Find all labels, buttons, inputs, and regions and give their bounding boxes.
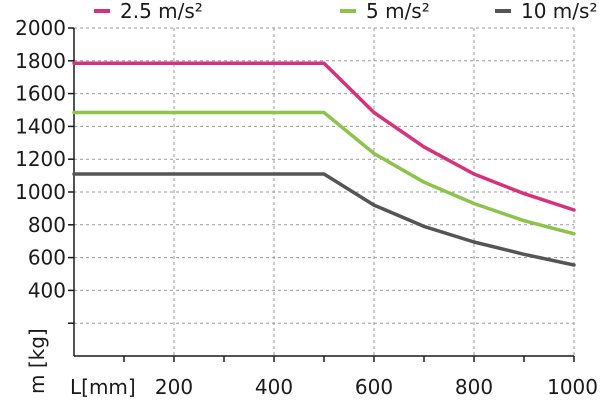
y-tick-label: 2000 — [15, 16, 66, 40]
y-tick-label: 1800 — [15, 49, 66, 73]
y-tick-label: 1400 — [15, 114, 66, 138]
y-tick-label: 1600 — [15, 82, 66, 106]
x-tick-labels: 200 400 600 800 1000 — [123, 356, 598, 399]
series-line-1 — [72, 61, 576, 212]
x-tick-label: 200 — [155, 375, 193, 399]
y-tick-label: 1200 — [15, 147, 66, 171]
x-tick-label: 800 — [455, 375, 493, 399]
series-line-3 — [72, 172, 576, 267]
y-tick-label: 600 — [28, 246, 66, 270]
series-line-2 — [72, 110, 576, 236]
legend-label-1: 2.5 m/s² — [120, 0, 203, 23]
grid — [74, 27, 575, 356]
y-tick-label: 400 — [28, 278, 66, 302]
y-axis-title: m [kg] — [25, 328, 49, 394]
x-tick-label: 400 — [255, 375, 293, 399]
legend-label-2: 5 m/s² — [366, 0, 430, 23]
legend-label-3: 10 m/s² — [521, 0, 597, 23]
x-axis-title: L[mm] — [70, 375, 136, 399]
y-tick-labels: 400 600 800 1000 1200 1400 1600 1800 2000 — [15, 16, 74, 324]
x-tick-label: 1000 — [547, 375, 598, 399]
y-tick-label: 800 — [28, 213, 66, 237]
y-tick-label: 1000 — [15, 180, 66, 204]
x-tick-label: 600 — [355, 375, 393, 399]
legend: 2.5 m/s² 5 m/s² 10 m/s² — [94, 0, 597, 23]
series-lines — [72, 61, 576, 267]
